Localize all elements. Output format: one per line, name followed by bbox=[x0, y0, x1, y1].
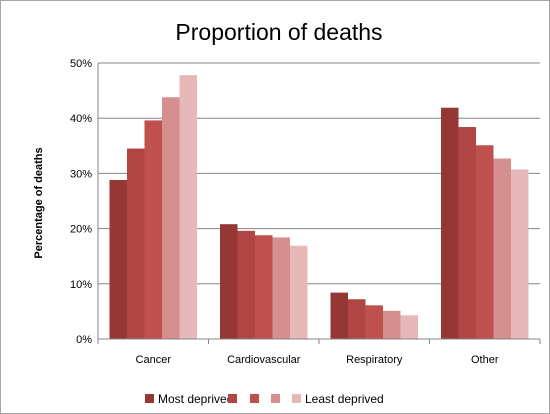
y-tick-label: 0% bbox=[76, 334, 92, 346]
legend: Most deprived Least deprived bbox=[145, 392, 384, 406]
bar-cancer-5 bbox=[179, 75, 197, 340]
bar-respiratory-2 bbox=[348, 299, 366, 339]
legend-swatch-2 bbox=[228, 394, 237, 403]
bar-cancer-3 bbox=[144, 120, 162, 340]
bar-respiratory-5 bbox=[400, 315, 418, 339]
bar-cancer-2 bbox=[127, 148, 145, 339]
bar-cardiovascular-5 bbox=[290, 245, 308, 339]
bar-cardiovascular-1 bbox=[220, 224, 238, 339]
legend-swatch-4 bbox=[271, 394, 280, 403]
y-tick-label: 20% bbox=[70, 224, 92, 236]
x-tick-label: Respiratory bbox=[346, 354, 403, 366]
bar-cardiovascular-4 bbox=[272, 237, 290, 339]
bar-cancer-1 bbox=[109, 180, 127, 339]
y-tick-label: 50% bbox=[70, 58, 92, 70]
bar-cardiovascular-3 bbox=[255, 235, 273, 339]
chart-title: Proportion of deaths bbox=[175, 19, 382, 45]
bar-other-3 bbox=[476, 145, 494, 339]
x-tick-label: Cardiovascular bbox=[227, 354, 301, 366]
bar-other-5 bbox=[511, 169, 529, 339]
y-tick-label: 40% bbox=[70, 113, 92, 125]
y-tick-label: 30% bbox=[70, 168, 92, 180]
bar-cardiovascular-2 bbox=[237, 230, 255, 339]
bars bbox=[109, 75, 529, 340]
y-axis-label: Percentage of deaths bbox=[33, 147, 45, 258]
x-tick-labels: Cancer Cardiovascular Respiratory Other bbox=[97, 339, 541, 366]
bar-cancer-4 bbox=[162, 97, 180, 339]
bar-respiratory-3 bbox=[365, 305, 383, 339]
legend-swatch-5 bbox=[292, 394, 301, 403]
legend-swatch-3 bbox=[250, 394, 259, 403]
legend-label-5: Least deprived bbox=[305, 392, 384, 406]
x-tick-label: Other bbox=[471, 354, 499, 366]
bar-respiratory-1 bbox=[330, 292, 348, 339]
bar-respiratory-4 bbox=[383, 310, 401, 339]
bar-other-4 bbox=[493, 158, 511, 339]
legend-swatch-1 bbox=[145, 394, 154, 403]
bar-other-2 bbox=[458, 127, 476, 339]
y-tick-labels: 0% 10% 20% 30% 40% 50% bbox=[70, 58, 92, 346]
x-tick-label: Cancer bbox=[136, 354, 172, 366]
bar-other-1 bbox=[441, 107, 459, 339]
legend-label-1: Most deprived bbox=[158, 392, 233, 406]
y-tick-label: 10% bbox=[70, 279, 92, 291]
